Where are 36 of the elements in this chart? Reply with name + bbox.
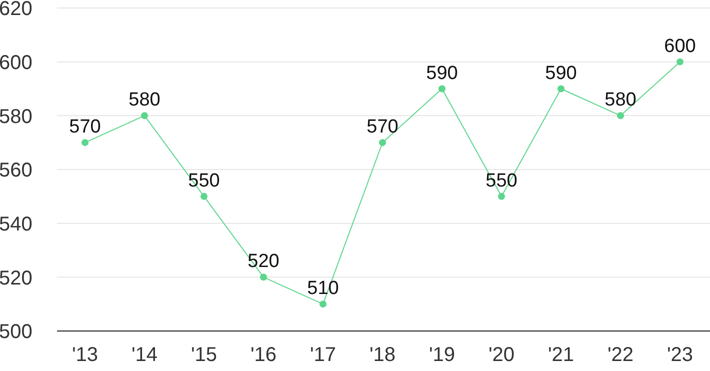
data-label: 580	[604, 90, 636, 111]
x-tick-label: '20	[488, 344, 515, 366]
point	[498, 192, 505, 200]
y-tick-label: 620	[0, 0, 32, 20]
x-tick-label: '23	[666, 344, 694, 366]
point	[141, 112, 148, 120]
x-tick-label: '17	[310, 344, 336, 366]
data-label: 590	[426, 62, 458, 84]
data-label: 590	[545, 62, 577, 84]
point	[438, 85, 446, 92]
y-tick-label: 500	[0, 321, 32, 344]
point	[260, 274, 267, 281]
data-label: 570	[69, 116, 101, 138]
x-tick-label: '18	[369, 344, 396, 366]
y-tick-label: 600	[0, 52, 32, 74]
data-label: 580	[128, 90, 160, 111]
point	[200, 192, 208, 200]
point	[558, 85, 564, 92]
point	[82, 139, 88, 146]
x-tick-label: '14	[131, 344, 158, 366]
x-tick-label: '15	[190, 344, 218, 366]
data-label: 570	[366, 116, 398, 138]
x-tick-label: '22	[607, 344, 634, 366]
point	[320, 300, 326, 308]
x-tick-label: '13	[72, 344, 98, 366]
x-tick-label: '19	[428, 344, 456, 366]
y-tick-label: 540	[0, 213, 32, 236]
x-tick-label: '16	[250, 344, 277, 366]
point	[379, 139, 386, 146]
y-tick-label: 520	[0, 267, 32, 290]
point	[676, 58, 684, 66]
point	[617, 112, 624, 120]
data-label: 600	[664, 36, 696, 57]
y-tick-label: 580	[0, 106, 32, 128]
x-tick-label: '21	[548, 344, 574, 366]
y-tick-label: 560	[0, 160, 32, 182]
